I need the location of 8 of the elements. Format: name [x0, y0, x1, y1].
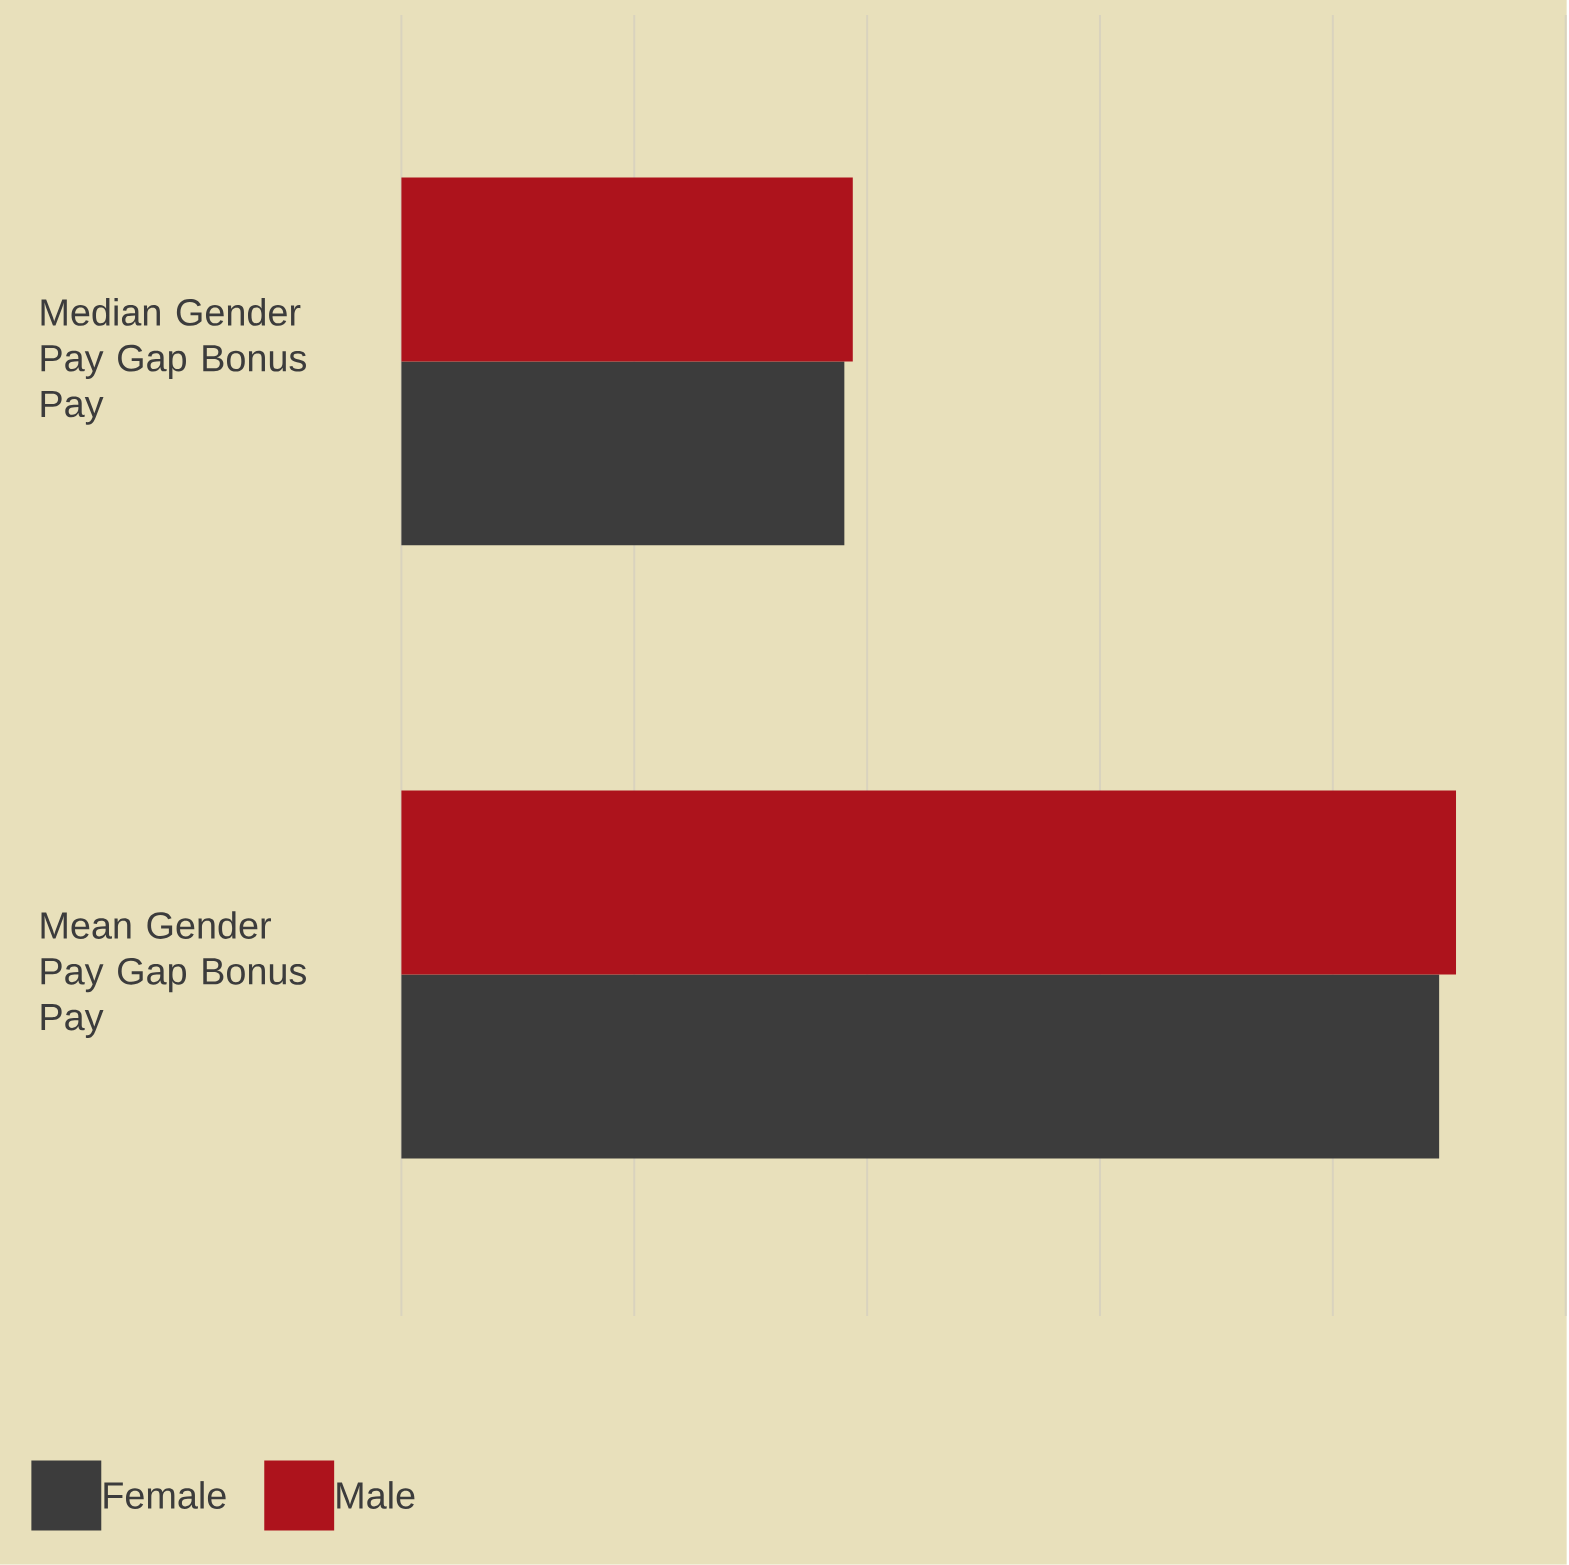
legend-label: Male	[337, 1481, 415, 1510]
bar	[401, 177, 853, 362]
bar	[401, 361, 845, 546]
legend-label: Female	[104, 1481, 226, 1510]
bar	[401, 790, 1457, 975]
y-tick-label: Median Gender Pay Gap Bonus Pay	[41, 298, 306, 425]
bar	[401, 974, 1440, 1159]
y-tick-label: Mean Gender Pay Gap Bonus Pay	[41, 911, 306, 1039]
